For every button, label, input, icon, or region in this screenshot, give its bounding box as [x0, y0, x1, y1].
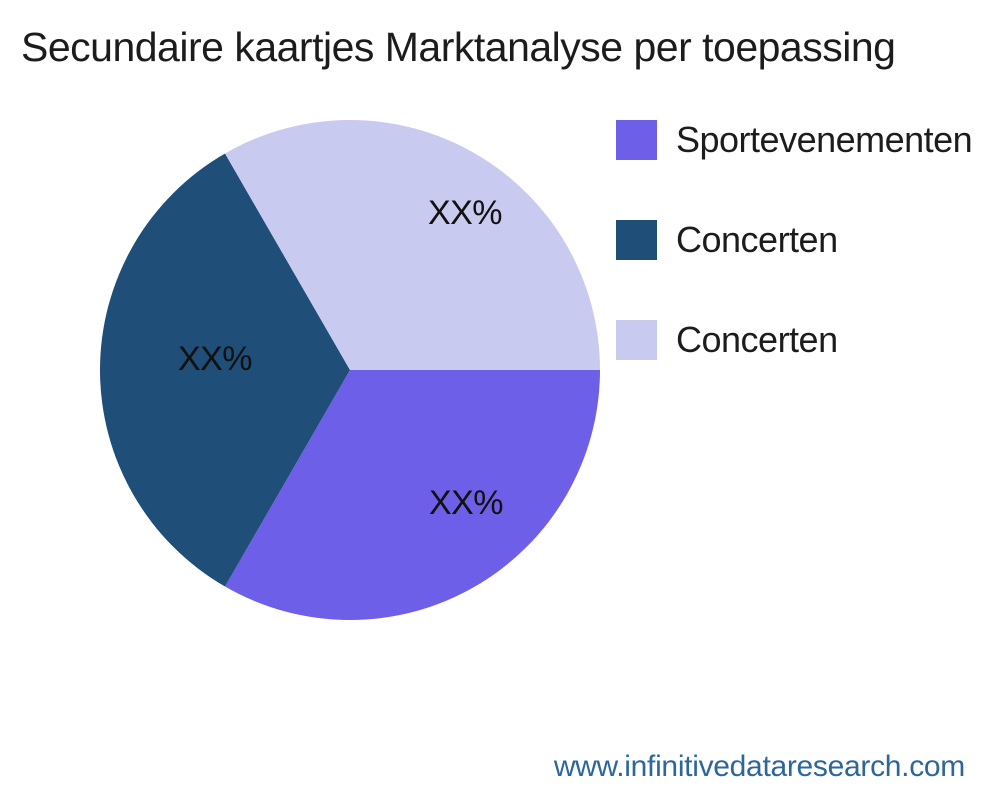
legend-item: Concerten	[616, 219, 972, 260]
legend-item: Concerten	[616, 319, 972, 360]
chart-title: Secundaire kaartjes Marktanalyse per toe…	[21, 24, 896, 70]
legend-swatch	[616, 220, 657, 260]
footer-link[interactable]: www.infinitivedataresearch.com	[553, 750, 965, 783]
legend-label: Concerten	[676, 319, 838, 360]
pie-slice-concerten	[225, 119, 600, 370]
pie-slice-label: XX%	[428, 194, 502, 232]
legend-swatch	[616, 320, 657, 360]
pie-slice-concerten	[99, 153, 350, 587]
pie-slice-label: XX%	[429, 484, 503, 522]
pie-chart: XX% XX% XX%	[99, 119, 600, 621]
legend: Sportevenementen Concerten Concerten	[616, 119, 973, 360]
pie-slice-sportevenementen	[225, 370, 600, 621]
legend-swatch	[616, 120, 657, 160]
legend-item: Sportevenementen	[616, 119, 973, 160]
legend-label: Concerten	[676, 219, 838, 260]
pie-slice-label: XX%	[178, 340, 252, 378]
legend-label: Sportevenementen	[676, 119, 973, 160]
